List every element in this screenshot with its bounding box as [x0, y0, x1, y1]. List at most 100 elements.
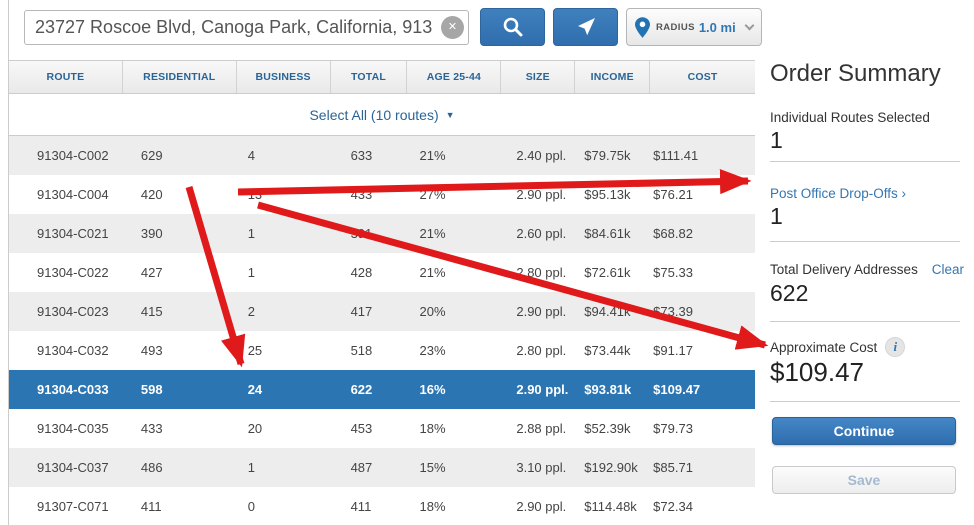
cell: $68.82: [653, 226, 693, 241]
cell: 91304-C033: [37, 382, 109, 397]
cell: 91304-C004: [37, 187, 109, 202]
cell: 2.90 ppl.: [516, 304, 567, 319]
save-button[interactable]: Save: [772, 466, 956, 494]
radius-control[interactable]: RADIUS 1.0 mi: [626, 8, 762, 46]
cell: $72.61k: [584, 265, 631, 280]
select-all-label: Select All (10 routes): [309, 106, 439, 123]
table-row[interactable]: 91304-C021 390 1 391 21% 2.60 ppl. $84.61k $68.…: [9, 214, 755, 253]
cell: 2.90 ppl.: [516, 187, 567, 202]
table-row[interactable]: 91304-C002 629 4 633 21% 2.40 ppl. $79.75k $111…: [9, 136, 755, 175]
cell: 2.60 ppl.: [516, 226, 567, 241]
select-all-chevron-icon: ▼: [445, 109, 455, 120]
post-office-dropoffs-link[interactable]: Post Office Drop-Offs ›: [770, 186, 907, 201]
cell: 16%: [419, 382, 446, 397]
clear-link[interactable]: Clear: [931, 262, 964, 277]
column-header-total[interactable]: TOTAL: [331, 61, 408, 93]
cell: $91.17: [653, 343, 693, 358]
cell: 21%: [419, 148, 446, 163]
cell: $73.39: [653, 304, 693, 319]
route-map-panel: ✕ RADIUS 1.0 mi: [8, 0, 762, 525]
info-icon[interactable]: i: [885, 337, 906, 357]
cell: 1: [247, 460, 255, 475]
cell: $79.75k: [584, 148, 631, 163]
chevron-down-icon: [744, 20, 755, 31]
cell: 2.80 ppl.: [516, 265, 567, 280]
cell: 91304-C035: [37, 421, 109, 436]
clear-search-button[interactable]: ✕: [441, 16, 464, 39]
cell: 428: [350, 265, 373, 280]
radius-value: 1.0 mi: [698, 19, 736, 35]
cell: 493: [140, 343, 163, 358]
approximate-cost-row: Approximate Cost i: [770, 337, 906, 357]
cell: 18%: [419, 499, 446, 514]
cell: 420: [140, 187, 163, 202]
locate-me-button[interactable]: [553, 8, 618, 46]
cell: 2.88 ppl.: [516, 421, 567, 436]
total-addresses-value: 622: [770, 280, 809, 306]
cell: $52.39k: [584, 421, 631, 436]
cell: 622: [350, 382, 373, 397]
cell: 23%: [419, 343, 446, 358]
table-row[interactable]: 91304-C033 598 24 622 16% 2.90 ppl. $93.81k $10…: [9, 370, 755, 409]
table-header: ROUTE RESIDENTIAL BUSINESS TOTAL AGE 25-44 SI…: [9, 60, 755, 94]
table-row[interactable]: 91304-C004 420 13 433 27% 2.90 ppl. $95.13k $76…: [9, 175, 755, 214]
cell: 486: [140, 460, 163, 475]
cell: 91304-C037: [37, 460, 109, 475]
column-header-age-25-44[interactable]: AGE 25-44: [407, 61, 502, 93]
column-header-residential[interactable]: RESIDENTIAL: [123, 61, 237, 93]
column-header-cost[interactable]: COST: [687, 71, 718, 83]
close-icon: ✕: [447, 21, 458, 33]
individual-routes-value: 1: [770, 127, 783, 153]
cell: 629: [140, 148, 163, 163]
continue-button[interactable]: Continue: [772, 417, 956, 445]
search-icon: [503, 17, 522, 37]
table-row[interactable]: 91304-C032 493 25 518 23% 2.80 ppl. $73.44k $91…: [9, 331, 755, 370]
cell: 391: [350, 226, 373, 241]
individual-routes-label: Individual Routes Selected: [770, 110, 930, 125]
cell: 24: [247, 382, 263, 397]
divider: [770, 161, 960, 162]
order-summary-title: Order Summary: [770, 60, 941, 87]
cell: 91304-C032: [37, 343, 109, 358]
cell: $95.13k: [584, 187, 631, 202]
cell: 518: [350, 343, 373, 358]
cell: 20: [247, 421, 263, 436]
cell: 411: [140, 499, 162, 514]
cell: 433: [140, 421, 163, 436]
search-button[interactable]: [480, 8, 545, 46]
cell: 2.40 ppl.: [516, 148, 567, 163]
approximate-cost-value: $109.47: [770, 357, 864, 387]
column-header-income[interactable]: INCOME: [575, 61, 651, 93]
cell: 21%: [419, 265, 446, 280]
column-header-size[interactable]: SIZE: [501, 61, 576, 93]
column-header-route[interactable]: ROUTE: [9, 61, 123, 93]
cell: 91304-C002: [37, 148, 109, 163]
cell: $85.71: [653, 460, 693, 475]
cell: 4: [247, 148, 255, 163]
approximate-cost-label: Approximate Cost: [770, 339, 878, 355]
cell: 1: [247, 265, 255, 280]
address-search-input[interactable]: [24, 10, 469, 45]
table-row[interactable]: 91304-C022 427 1 428 21% 2.80 ppl. $72.61k $75.…: [9, 253, 755, 292]
table-row[interactable]: 91304-C035 433 20 453 18% 2.88 ppl. $52.39k $79…: [9, 409, 755, 448]
table-row[interactable]: 91307-C071 411 0 411 18% 2.90 ppl. $114.48k $72…: [9, 487, 755, 525]
cell: 0: [247, 499, 255, 514]
radius-label: RADIUS: [656, 21, 695, 33]
map-pin-icon: [635, 16, 650, 38]
cell: 13: [247, 187, 263, 202]
table-row[interactable]: 91304-C023 415 2 417 20% 2.90 ppl. $94.41k $73.…: [9, 292, 755, 331]
cell: $109.47: [653, 382, 701, 397]
column-header-business[interactable]: BUSINESS: [237, 61, 331, 93]
cell: $73.44k: [584, 343, 631, 358]
cell: $84.61k: [584, 226, 631, 241]
cell: 91304-C021: [37, 226, 109, 241]
total-addresses-label: Total Delivery Addresses: [770, 262, 918, 277]
cell: 1: [247, 226, 255, 241]
cell: $93.81k: [584, 382, 632, 397]
select-all-control[interactable]: Select All (10 routes) ▼: [9, 94, 755, 136]
divider: [770, 321, 960, 322]
table-row[interactable]: 91304-C037 486 1 487 15% 3.10 ppl. $192.90k $85…: [9, 448, 755, 487]
divider: [770, 241, 960, 242]
cell: 433: [350, 187, 373, 202]
